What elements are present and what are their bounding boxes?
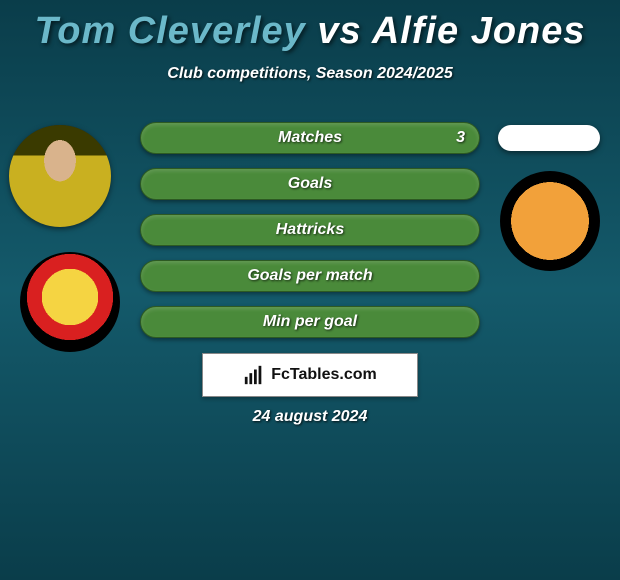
player1-face-placeholder: [9, 125, 111, 227]
vs-text: vs: [317, 10, 361, 52]
stat-bar-goals-per-match: Goals per match: [140, 260, 480, 292]
player1-name: Tom Cleverley: [34, 10, 305, 52]
stat-bar-goals: Goals: [140, 168, 480, 200]
source-badge: FcTables.com: [202, 353, 418, 397]
stat-label: Min per goal: [263, 313, 357, 331]
stat-bar-hattricks: Hattricks: [140, 214, 480, 246]
player1-club-crest: [20, 252, 120, 352]
player2-club-crest: [500, 171, 600, 271]
stat-value-right: 3: [456, 129, 465, 147]
stat-label: Matches: [278, 129, 342, 147]
stat-label: Hattricks: [276, 221, 344, 239]
player2-name: Alfie Jones: [372, 10, 586, 52]
bar-chart-icon: [243, 364, 265, 386]
stat-bar-matches: Matches 3: [140, 122, 480, 154]
stat-label: Goals per match: [247, 267, 372, 285]
stat-bar-min-per-goal: Min per goal: [140, 306, 480, 338]
player2-photo-placeholder: [498, 125, 600, 151]
stat-label: Goals: [288, 175, 332, 193]
date-text: 24 august 2024: [0, 408, 620, 426]
stats-bars: Matches 3 Goals Hattricks Goals per matc…: [140, 122, 480, 352]
subtitle-text: Club competitions, Season 2024/2025: [0, 65, 620, 83]
comparison-title: Tom Cleverley vs Alfie Jones: [0, 0, 620, 53]
source-label: FcTables.com: [271, 366, 377, 384]
player1-photo: [9, 125, 111, 227]
